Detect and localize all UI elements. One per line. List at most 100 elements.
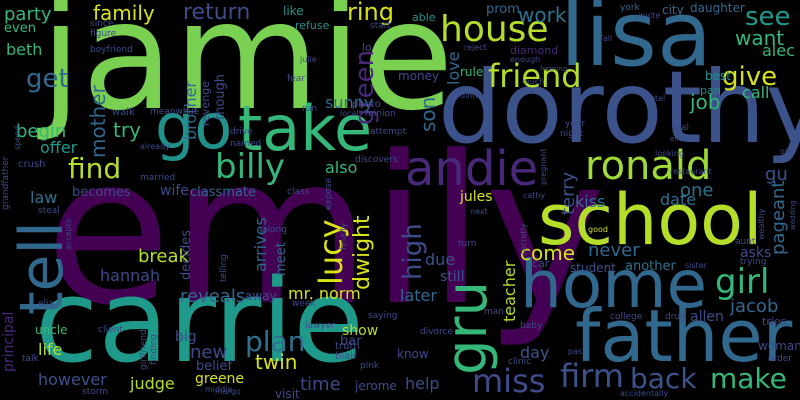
word-teacher: teacher xyxy=(500,260,519,322)
word-best: best xyxy=(705,69,731,83)
word-trying: trying xyxy=(740,257,767,267)
word-married: married xyxy=(140,173,176,183)
word-grandfather: grandfather xyxy=(1,156,11,211)
word-diamond: diamond xyxy=(510,44,559,57)
word-bar: bar xyxy=(340,334,362,349)
word-accepts: accepts xyxy=(64,218,73,250)
word-back: back xyxy=(630,362,697,395)
word-start: start xyxy=(370,21,391,31)
word-begin: begin xyxy=(16,121,67,142)
word-lawyer: lawyer xyxy=(305,321,335,331)
word-margo: margo xyxy=(215,387,241,396)
word-see: see xyxy=(745,2,791,32)
word-julie: julie xyxy=(300,55,317,64)
word-drug: drug xyxy=(665,312,686,322)
word-billy: billy xyxy=(215,147,286,187)
word-dorothy: dorothy xyxy=(438,49,800,166)
word-jamie: jamie xyxy=(40,0,454,144)
word-already: already xyxy=(140,142,170,151)
word-college: college xyxy=(610,312,643,322)
word-go: go xyxy=(155,90,233,163)
word-sister: sister xyxy=(685,261,707,270)
word-pageant: pageant xyxy=(768,180,789,255)
word-talk: talk xyxy=(22,354,39,364)
word-good: good xyxy=(588,225,608,234)
word-invite: invite xyxy=(638,11,661,20)
word-prom: prom xyxy=(486,2,520,17)
word-money: money xyxy=(398,69,440,83)
word-friend: friend xyxy=(488,57,582,95)
word-blair: blair xyxy=(335,351,358,362)
word-cathy: cathy xyxy=(523,191,546,200)
word-crush: crush xyxy=(18,159,46,170)
word-father: father xyxy=(575,294,793,378)
word-wedding: wedding xyxy=(789,200,797,230)
word-uncle: uncle xyxy=(35,323,68,337)
word-jerome: jerome xyxy=(355,379,397,393)
word-client: client xyxy=(98,325,123,335)
word-minion: minion xyxy=(365,109,396,119)
word-middle: middle xyxy=(205,385,233,394)
word-big: big xyxy=(175,329,197,345)
word-later: later xyxy=(400,286,437,305)
word-revenge: revenge xyxy=(199,80,212,126)
word-show: show xyxy=(342,323,379,339)
word-emily: emily xyxy=(45,113,607,351)
word-along: along xyxy=(262,225,287,235)
word-know: know xyxy=(397,347,429,361)
word-allen: allen xyxy=(690,309,724,325)
word-saying: saying xyxy=(368,311,398,321)
word-due: due xyxy=(425,250,456,269)
word-son: son xyxy=(416,96,440,132)
word-carrie: carrie xyxy=(35,255,364,389)
word-wealthy: wealthy xyxy=(757,208,766,240)
word-family: family xyxy=(93,1,155,25)
word-mr-norm: mr. norm xyxy=(288,284,361,303)
word-local: local xyxy=(340,109,359,118)
word-return: return xyxy=(183,0,251,25)
word-jacob: jacob xyxy=(730,296,779,317)
word-judge: judge xyxy=(130,374,175,393)
word-though: though xyxy=(213,73,228,120)
word-kiss: kiss xyxy=(575,192,606,211)
word-date: date xyxy=(660,190,697,209)
word-miss: miss xyxy=(472,362,546,400)
word-meanwhile: meanwhile xyxy=(150,107,200,117)
word-want: want xyxy=(735,26,785,50)
word-daughter: daughter xyxy=(690,1,745,15)
word-make: make xyxy=(710,362,787,395)
word-man: man xyxy=(484,307,504,317)
word-telling: telling xyxy=(219,254,229,282)
word-also: also xyxy=(325,158,358,177)
word-meet: meet xyxy=(274,242,289,276)
word-home: home xyxy=(520,246,708,323)
word-wife: wife xyxy=(160,183,189,199)
word-next: next xyxy=(470,207,488,216)
word-twin: twin xyxy=(255,350,298,374)
word-restaurant: restaurant xyxy=(670,167,712,176)
word-steal: steal xyxy=(38,206,60,216)
word-never: never xyxy=(588,240,640,261)
word-beth: beth xyxy=(6,40,43,59)
word-walk: walk xyxy=(112,107,135,118)
word-girlfriend: girlfriend xyxy=(139,329,149,370)
word-belief: belief xyxy=(196,359,233,374)
word-ronald: ronald xyxy=(585,143,712,189)
word-alec: alec xyxy=(762,41,795,60)
word-pregnant: pregnant xyxy=(539,148,548,185)
word-hotel: hotel xyxy=(645,94,666,103)
word-dinner: dinner xyxy=(460,91,486,100)
word-job: job xyxy=(690,90,721,114)
word-rule: rule xyxy=(460,65,484,79)
word-spend: spend xyxy=(13,125,22,150)
word-figure: figure xyxy=(90,29,117,39)
word-like: like xyxy=(283,4,304,18)
word-party: party xyxy=(4,4,52,25)
word-finally: finally xyxy=(339,222,349,250)
word-time: time xyxy=(300,374,341,395)
word-photo: photo xyxy=(352,99,381,110)
word-house: house xyxy=(440,9,549,50)
word-baby: baby xyxy=(520,321,543,331)
word-come: come xyxy=(520,241,576,265)
